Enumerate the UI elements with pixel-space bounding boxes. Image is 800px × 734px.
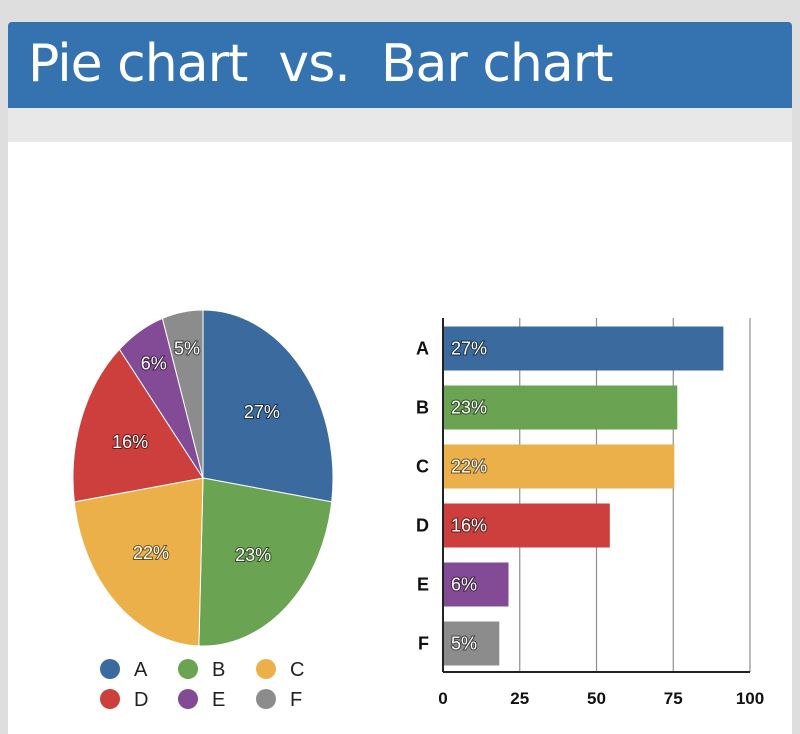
pie-slice-d: [72, 348, 204, 503]
legend-marker-c: [256, 659, 276, 679]
pie-slice-f: [161, 309, 204, 479]
bar-category-f: F: [418, 634, 429, 654]
x-tick-75: 75: [664, 689, 683, 708]
bar-f: [444, 621, 500, 666]
x-tick-0: 0: [438, 689, 447, 708]
bar-label-e: 6%: [451, 575, 477, 595]
x-tick-25: 25: [510, 689, 529, 708]
pie-label-f: 5%: [174, 339, 200, 359]
legend-marker-f: [256, 689, 276, 709]
subheader-strip: [8, 108, 792, 142]
bar-label-c: 22%: [451, 457, 487, 477]
x-tick-100: 100: [736, 689, 764, 708]
bar-category-e: E: [417, 575, 429, 595]
pie-chart: 27% 23% 22% 16% 6% 5%: [72, 309, 334, 647]
pie-slice-c: [73, 477, 204, 647]
pie-slice-a: [202, 309, 334, 503]
legend-label-b: B: [212, 659, 225, 681]
bar-a: [444, 326, 724, 371]
pie-label-a: 27%: [244, 402, 280, 422]
chart-panel: 27% 23% 22% 16% 6% 5% A B C D E F 0 25 50 75 100 A 27% B 2…: [8, 142, 792, 734]
bar-category-c: C: [416, 457, 429, 477]
bar-label-d: 16%: [451, 516, 487, 536]
pie-legend: A B C D E F: [100, 659, 304, 711]
pie-label-b: 23%: [235, 545, 271, 565]
bar-label-b: 23%: [451, 398, 487, 418]
x-tick-50: 50: [587, 689, 606, 708]
pie-label-c: 22%: [133, 543, 169, 563]
page-title: Pie chart vs. Bar chart: [28, 34, 614, 94]
bar-category-d: D: [416, 516, 429, 536]
legend-label-a: A: [134, 659, 148, 681]
bar-e: [444, 562, 509, 607]
legend-label-d: D: [134, 689, 148, 711]
bar-d: [444, 503, 610, 548]
bar-label-f: 5%: [451, 634, 477, 654]
bar-category-a: A: [416, 339, 429, 359]
legend-label-c: C: [290, 659, 304, 681]
pie-slice-b: [198, 477, 333, 647]
charts-canvas: 27% 23% 22% 16% 6% 5% A B C D E F 0 25 50 75 100 A 27% B 2…: [72, 309, 764, 711]
pie-label-e: 6%: [141, 354, 167, 374]
bar-label-a: 27%: [451, 339, 487, 359]
legend-label-f: F: [290, 689, 302, 711]
legend-marker-a: [100, 659, 120, 679]
legend-label-e: E: [212, 689, 225, 711]
bar-chart: 0 25 50 75 100 A 27% B 23% C 22% D 16% E 6% F 5%: [416, 318, 764, 708]
bar-category-b: B: [416, 398, 429, 418]
legend-marker-e: [178, 689, 198, 709]
bar-b: [444, 385, 678, 430]
legend-marker-d: [100, 689, 120, 709]
bar-c: [444, 444, 675, 489]
legend-marker-b: [178, 659, 198, 679]
pie-label-d: 16%: [112, 432, 148, 452]
title-bar: Pie chart vs. Bar chart: [8, 22, 792, 108]
